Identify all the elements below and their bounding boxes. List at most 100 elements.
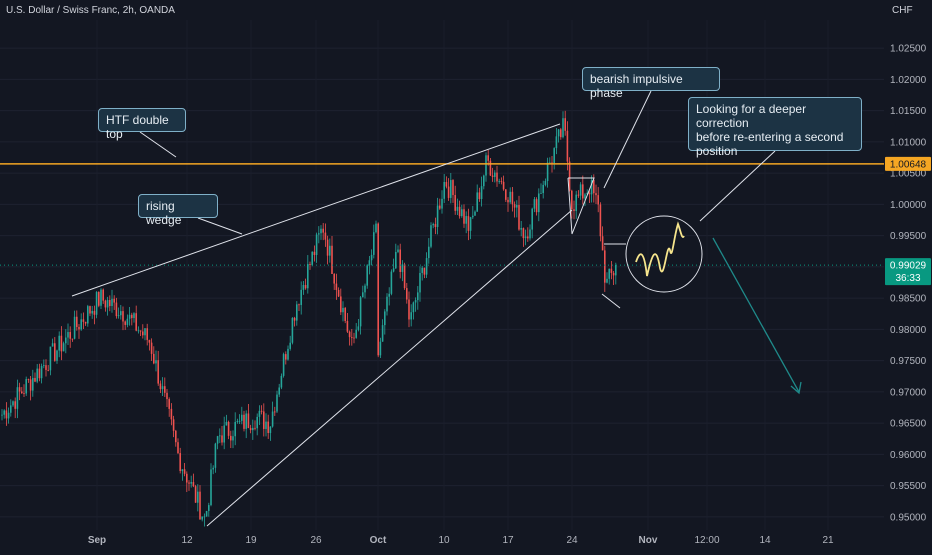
candle-body	[533, 199, 536, 209]
pointer-double-top	[139, 131, 177, 158]
candle-body	[45, 365, 47, 370]
candle-body	[615, 265, 617, 276]
candle-body	[238, 420, 241, 422]
candle-body	[527, 236, 529, 239]
candle-body	[412, 302, 415, 313]
candle-body	[18, 387, 21, 392]
candle-body	[109, 299, 111, 307]
candle-body	[509, 191, 511, 203]
current-price-badge	[885, 258, 931, 286]
candle-body	[247, 413, 250, 429]
candle-body	[190, 482, 192, 484]
candle-body	[265, 421, 267, 429]
candle-body	[386, 296, 388, 312]
candle-body	[472, 215, 474, 218]
candle-body	[67, 332, 69, 338]
candle-body	[445, 182, 448, 187]
candles	[1, 110, 617, 527]
candle-body	[531, 208, 533, 230]
candle-body	[428, 246, 430, 259]
candle-body	[304, 284, 307, 289]
price-tick-label: 1.02000	[890, 75, 927, 86]
candle-body	[227, 421, 230, 436]
price-tick-label: 0.99500	[890, 231, 927, 242]
candle-body	[102, 289, 104, 301]
correction-circle[interactable]	[625, 215, 703, 293]
candle-body	[175, 430, 177, 443]
candle-body	[137, 330, 140, 332]
candle-body	[230, 435, 232, 441]
candle-body	[344, 307, 346, 321]
candle-body	[201, 516, 203, 520]
candle-body	[423, 267, 426, 275]
candle-body	[604, 250, 606, 283]
candle-body	[124, 321, 126, 325]
pattern-triangle[interactable]	[567, 177, 595, 235]
candle-body	[150, 342, 153, 354]
candle-body	[186, 473, 188, 483]
candle-body	[51, 343, 54, 347]
candle-body	[47, 369, 49, 371]
candle-body	[322, 228, 324, 233]
candle-body	[335, 283, 338, 291]
wedge-lower-trendline[interactable]	[206, 209, 573, 527]
annotation-rising-wedge[interactable]: rising wedge	[138, 194, 218, 227]
candle-body	[71, 338, 74, 340]
candle-body	[293, 317, 296, 321]
candle-body	[538, 193, 540, 213]
candle-body	[232, 436, 234, 441]
candle-body	[120, 311, 122, 316]
zigzag-projection[interactable]	[635, 221, 685, 277]
candle-body	[320, 228, 322, 234]
candle-body	[122, 311, 124, 322]
price-tick-label: 1.02500	[890, 44, 927, 55]
candle-body	[133, 313, 135, 319]
candle-body	[465, 216, 467, 224]
candle-body	[302, 284, 305, 290]
current-price-label: 0.99029	[890, 261, 927, 272]
candle-body	[432, 224, 434, 226]
candle-body	[377, 223, 379, 356]
candle-body	[197, 491, 199, 503]
candle-body	[441, 198, 443, 209]
candle-body	[155, 360, 157, 364]
annotation-double-top[interactable]: HTF double top	[98, 108, 186, 141]
drawings[interactable]	[0, 90, 884, 527]
candle-body	[513, 204, 516, 208]
candle-body	[243, 414, 245, 429]
candle-body	[117, 315, 120, 317]
candle-body	[612, 272, 615, 276]
range-bottom-line[interactable]	[601, 293, 621, 309]
price-axis[interactable]: 1.02500 1.02000 1.01500 1.01000 1.00500 1.000…	[885, 44, 931, 524]
candle-body	[469, 217, 472, 231]
candle-body	[225, 421, 228, 426]
candle-body	[267, 421, 269, 434]
candle-body	[505, 189, 507, 200]
candle-body	[562, 118, 564, 138]
candle-body	[458, 206, 461, 217]
candle-body	[10, 405, 12, 413]
candle-body	[408, 299, 410, 320]
candle-body	[403, 264, 406, 289]
wedge-upper-trendline[interactable]	[71, 123, 561, 297]
candle-body	[258, 410, 261, 417]
candle-body	[348, 331, 351, 338]
candle-body	[194, 486, 197, 503]
annotation-correction[interactable]: Looking for a deeper correction before r…	[688, 97, 862, 158]
candle-body	[177, 442, 179, 454]
bearish-arrow-line[interactable]	[712, 237, 800, 393]
candle-body	[520, 228, 522, 230]
candle-body	[610, 268, 613, 273]
candle-body	[529, 229, 531, 239]
candle-body	[34, 377, 36, 382]
candle-body	[252, 427, 254, 431]
candle-body	[346, 320, 349, 332]
time-axis[interactable]: Sep 12 19 26 Oct 10 17 24 Nov 12:00 14 21	[88, 535, 834, 546]
time-tick-label: 12:00	[694, 535, 719, 546]
candle-body	[542, 184, 544, 194]
time-tick-label: 19	[245, 535, 257, 546]
candle-body	[540, 193, 542, 194]
annotation-bearish-impulsive[interactable]: bearish impulsive phase	[582, 67, 720, 100]
